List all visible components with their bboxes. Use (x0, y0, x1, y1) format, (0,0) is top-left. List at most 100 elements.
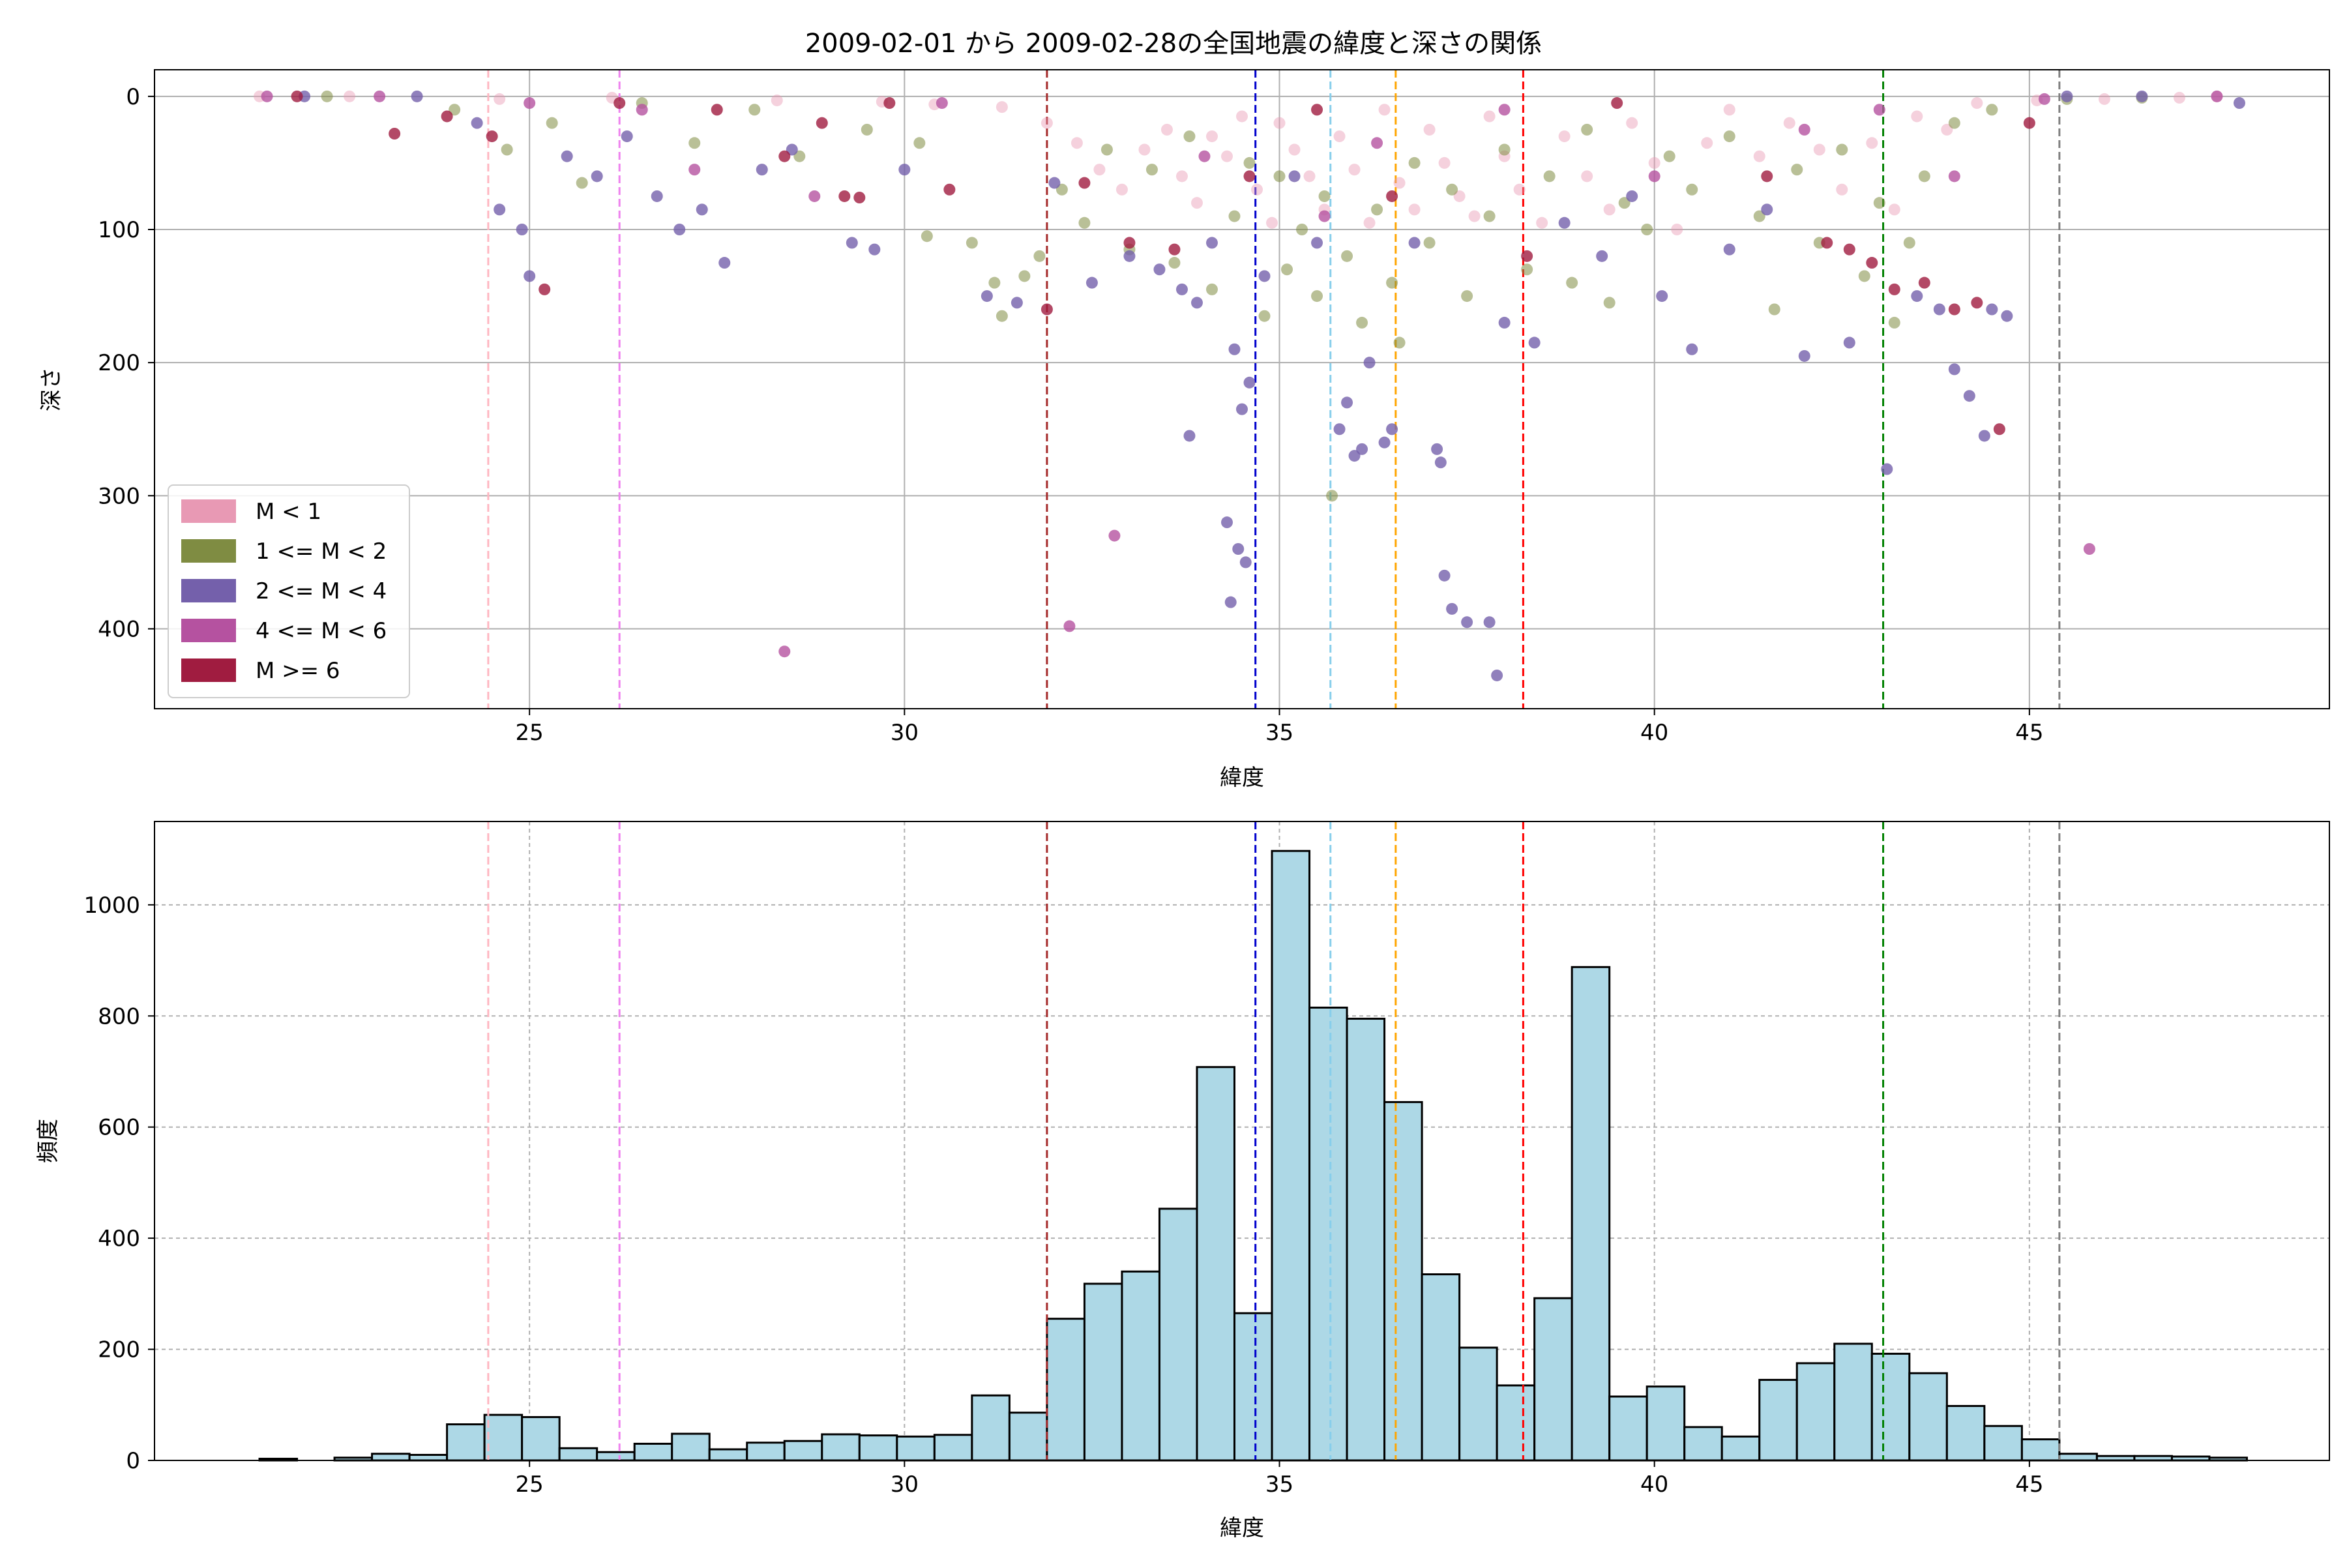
scatter-point (816, 117, 828, 129)
scatter-reference-lines (487, 70, 2061, 709)
scatter-point (1115, 183, 1128, 196)
scatter-point (921, 230, 933, 243)
histogram-bar (1383, 1101, 1423, 1462)
legend-swatch (181, 539, 236, 563)
scatter-point (2173, 91, 2185, 104)
scatter-point (1205, 283, 1218, 295)
chart-title: 2009-02-01 から 2009-02-28の全国地震の緯度と深さの関係 (805, 29, 1542, 59)
scatter-point (1070, 137, 1083, 149)
scatter-point (2001, 310, 2013, 322)
scatter-point (1513, 183, 1526, 196)
scatter-point (1333, 130, 1346, 143)
legend-label: M >= 6 (256, 658, 340, 684)
scatter-point (838, 190, 851, 202)
histogram-bar (1908, 1372, 1948, 1462)
scatter-point (1446, 602, 1458, 615)
scatter-point (1446, 183, 1458, 196)
scatter-panel: 25 30 35 40 45 0 100 200 300 400 緯度 深さ M < 1 1 <= … (38, 69, 2330, 791)
histogram-bar (1983, 1425, 2023, 1462)
scatter-point (1100, 143, 1113, 156)
scatter-point (1836, 183, 1848, 196)
scatter-point (1011, 297, 1023, 309)
scatter-x-tick-label: 35 (1265, 720, 1293, 746)
scatter-plot-area (155, 70, 2329, 709)
scatter-point (1813, 143, 1825, 156)
scatter-point (1232, 543, 1245, 555)
histogram-bar (446, 1423, 486, 1462)
scatter-point (1611, 97, 1623, 110)
scatter-point (1671, 224, 1683, 235)
scatter-point (673, 224, 686, 235)
scatter-points (254, 90, 2245, 681)
scatter-point (441, 110, 453, 123)
histogram-bar (1346, 1018, 1386, 1462)
scatter-point (936, 97, 948, 110)
scatter-point (1386, 276, 1398, 289)
scatter-point (1881, 463, 1893, 475)
scatter-point (1386, 423, 1398, 436)
scatter-point (1993, 423, 2005, 436)
histogram-bar (1421, 1273, 1461, 1462)
scatter-point (471, 117, 483, 129)
scatter-point (1408, 156, 1421, 169)
histogram-frame (154, 821, 2330, 1461)
scatter-point (1078, 216, 1091, 229)
histogram-bar (896, 1435, 936, 1462)
histogram-bar (783, 1440, 823, 1462)
scatter-point (539, 283, 551, 295)
scatter-point (1603, 203, 1616, 216)
histogram-bar (671, 1432, 711, 1462)
histogram-x-tick-label: 35 (1265, 1472, 1293, 1498)
scatter-point (786, 143, 798, 156)
scatter-point (966, 237, 978, 249)
scatter-x-tick-label: 25 (516, 720, 544, 746)
scatter-point (1566, 276, 1578, 289)
scatter-point (1948, 303, 1960, 316)
scatter-point (981, 290, 993, 303)
histogram-xlabel: 緯度 (1220, 1515, 1264, 1541)
scatter-point (1498, 143, 1511, 156)
histogram-bar (1945, 1404, 1986, 1462)
scatter-point (1078, 177, 1091, 189)
scatter-point (1183, 130, 1196, 143)
scatter-point (1273, 170, 1286, 183)
histogram-bar (1308, 1006, 1348, 1462)
scatter-point (1581, 170, 1593, 183)
scatter-point (2136, 90, 2148, 102)
scatter-point (1761, 203, 1773, 216)
scatter-point (1558, 130, 1571, 143)
histogram-bar (2058, 1453, 2098, 1462)
scatter-point (1866, 257, 1878, 269)
histogram-bar (1046, 1318, 1085, 1462)
scatter-point (2098, 93, 2110, 105)
scatter-point (1536, 216, 1548, 229)
scatter-point (1521, 250, 1533, 262)
scatter-point (1626, 117, 1638, 129)
scatter-point (1153, 263, 1166, 276)
scatter-point (1866, 137, 1878, 149)
scatter-point (1018, 270, 1031, 282)
histogram-bar (1571, 966, 1611, 1462)
scatter-point (1423, 237, 1436, 249)
scatter-point (1768, 303, 1780, 316)
scatter-point (1378, 104, 1391, 116)
scatter-point (1821, 237, 1833, 249)
scatter-xlabel: 緯度 (1220, 765, 1264, 791)
scatter-point (1648, 170, 1661, 183)
scatter-point (1843, 243, 1855, 256)
scatter-point (2023, 117, 2035, 129)
scatter-point (1183, 430, 1196, 442)
scatter-point (1986, 303, 1998, 316)
scatter-point (621, 130, 633, 143)
scatter-point (1723, 243, 1735, 256)
scatter-point (1266, 216, 1278, 229)
scatter-point (913, 137, 926, 149)
scatter-point (1431, 443, 1443, 455)
histogram-bar (1083, 1282, 1123, 1462)
histogram-bar (1795, 1362, 1836, 1462)
legend-box (168, 484, 410, 698)
scatter-point (778, 150, 791, 162)
histogram-x-tick-label: 30 (891, 1472, 919, 1498)
scatter-point (321, 90, 333, 102)
